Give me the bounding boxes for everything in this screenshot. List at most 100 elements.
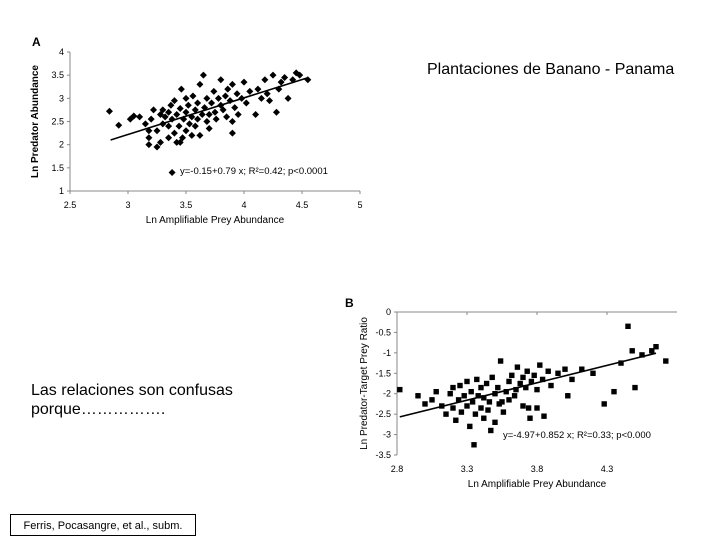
data-point [450, 405, 456, 411]
panel-label: B [345, 296, 354, 310]
data-point [534, 386, 540, 393]
data-point [639, 352, 645, 358]
data-point [196, 131, 204, 139]
data-point [514, 364, 521, 370]
data-point [185, 120, 193, 128]
chart-a: A 1 1.5 2 2.5 3 3.5 4 2.5 3 3.5 4 4.5 5 Ln Amplifiable… [30, 35, 363, 226]
regression-annotation: y=-4.97+0.852 x; R²=0.33; p<0.000 [503, 430, 651, 441]
data-point [520, 374, 526, 381]
data-point [548, 382, 554, 389]
data-point [234, 111, 242, 119]
y-axis-title: Ln Predator-Target Prey Ratio [359, 317, 370, 450]
data-point [447, 391, 453, 397]
data-point [159, 106, 167, 114]
data-point [415, 393, 421, 399]
y-tick-label: 2 [59, 140, 64, 150]
y-tick-label: -3.5 [375, 450, 391, 460]
y-tick-label: -1.5 [375, 368, 391, 378]
data-point [176, 105, 184, 113]
data-point [182, 108, 190, 116]
data-point [520, 403, 526, 409]
data-point [545, 368, 551, 374]
y-axis-title: Ln Predator Abundance [30, 65, 41, 178]
data-point [527, 415, 533, 421]
data-point [208, 99, 216, 107]
data-point [223, 113, 231, 121]
data-point [534, 405, 540, 411]
x-tick-label: 4.3 [601, 464, 614, 474]
y-tick-label: -2.5 [375, 409, 391, 419]
data-point [191, 122, 199, 130]
data-point [269, 71, 277, 79]
data-point [531, 372, 537, 379]
data-point [254, 85, 262, 93]
data-point [188, 131, 196, 139]
data-point [653, 344, 659, 350]
data-point [203, 94, 211, 102]
data-point [478, 405, 484, 411]
data-point [481, 395, 487, 401]
y-tick-label: 4 [59, 47, 64, 57]
data-point [468, 388, 474, 395]
data-point [511, 393, 518, 399]
data-point [141, 120, 149, 128]
data-point [397, 386, 403, 393]
data-point [486, 399, 493, 405]
data-point [224, 85, 232, 93]
data-point [275, 85, 283, 93]
data-point [189, 92, 197, 100]
x-tick-label: 3 [125, 200, 130, 210]
data-point [495, 384, 501, 391]
data-point [483, 380, 490, 387]
data-point [458, 409, 465, 415]
data-point [478, 384, 484, 391]
data-point [489, 374, 495, 381]
data-point [153, 143, 161, 151]
data-point [221, 92, 229, 100]
data-point [261, 76, 269, 84]
data-point [205, 124, 213, 132]
data-point [277, 78, 285, 86]
data-point [506, 378, 512, 385]
data-point [464, 403, 470, 409]
data-point [257, 94, 265, 102]
data-point [471, 442, 477, 448]
y-tick-label: -2 [383, 389, 391, 399]
data-point [289, 76, 297, 84]
data-point [170, 129, 178, 137]
data-point [194, 99, 202, 107]
panel-label: A [32, 35, 41, 49]
data-point [161, 113, 169, 121]
data-point [450, 384, 456, 391]
x-tick-label: 2.5 [64, 200, 77, 210]
data-point [496, 401, 502, 407]
y-tick-label: -3 [383, 430, 391, 440]
data-point [272, 108, 280, 116]
data-point [165, 122, 173, 130]
data-point [182, 127, 190, 135]
data-point [500, 409, 507, 415]
data-point [219, 106, 227, 114]
data-point [562, 366, 568, 372]
data-point [126, 115, 134, 123]
data-point [663, 358, 669, 364]
data-point [497, 358, 504, 364]
data-point [590, 370, 596, 376]
data-point [464, 378, 470, 385]
data-point [228, 80, 236, 88]
x-tick-label: 5 [357, 200, 362, 210]
data-point [233, 90, 241, 98]
x-axis-title: Ln Amplifiable Prey Abundance [468, 479, 607, 490]
citation-box: Ferris, Pocasangre, et al., subm. [10, 514, 196, 536]
data-point [539, 376, 546, 383]
data-point [469, 399, 476, 405]
y-tick-label: 2.5 [51, 117, 64, 127]
data-point [198, 111, 206, 119]
data-point [156, 138, 164, 146]
x-tick-label: 2.8 [391, 464, 404, 474]
data-point [579, 366, 585, 372]
data-point [165, 108, 173, 116]
data-point [524, 368, 530, 374]
data-point [176, 138, 184, 146]
data-point [153, 127, 161, 135]
